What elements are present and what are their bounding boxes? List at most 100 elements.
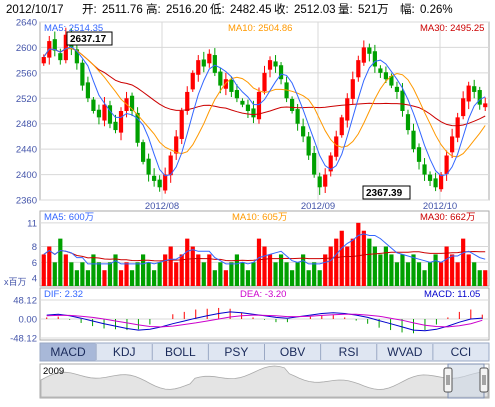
quote-open: 2511.76 bbox=[102, 4, 143, 16]
tab-boll[interactable]: BOLL bbox=[151, 344, 196, 360]
candle-body bbox=[416, 147, 422, 162]
volume-bar bbox=[91, 254, 96, 286]
volume-bar bbox=[245, 270, 251, 286]
volume-bar bbox=[196, 254, 201, 286]
macd-value-label: MACD: 11.05 bbox=[424, 289, 480, 300]
candle-body bbox=[262, 72, 267, 92]
volume-bar bbox=[63, 254, 68, 286]
candle-body bbox=[411, 130, 416, 150]
candle-body bbox=[455, 117, 460, 138]
candle-body bbox=[218, 71, 223, 86]
candle-body bbox=[245, 104, 251, 111]
candle-body bbox=[389, 76, 394, 86]
price-tick-label: 2360 bbox=[16, 196, 37, 207]
volume-bar bbox=[301, 254, 306, 286]
tab-cci[interactable]: CCI bbox=[432, 344, 472, 360]
volume-bar bbox=[461, 238, 466, 286]
candle-body bbox=[378, 68, 383, 73]
date-tick-label: 2012/09 bbox=[301, 201, 335, 212]
quote-low: 2482.45 bbox=[230, 4, 272, 16]
candle-body bbox=[350, 79, 355, 99]
navigator-right-handle[interactable] bbox=[479, 367, 489, 393]
candle-body bbox=[91, 99, 96, 111]
candle-body bbox=[157, 179, 162, 188]
candle-body bbox=[334, 136, 339, 157]
volume-bar bbox=[267, 254, 273, 286]
high-annotation-value: 2637.17 bbox=[70, 34, 107, 45]
macd-tick-label: -48.12 bbox=[10, 334, 37, 345]
price-tick-label: 2520 bbox=[16, 94, 37, 105]
tab-macd[interactable]: MACD bbox=[40, 343, 96, 361]
candle-body bbox=[466, 85, 471, 102]
volume-bar bbox=[334, 238, 339, 286]
date-tick-label: 2012/10 bbox=[423, 201, 457, 212]
quote-close-label: 收: bbox=[274, 2, 289, 16]
volume-bar bbox=[312, 262, 317, 286]
ma30-line bbox=[43, 47, 486, 127]
volume-tick-label: 8 bbox=[32, 242, 37, 253]
volume-bar bbox=[124, 262, 129, 286]
navigator-left-handle-grip[interactable] bbox=[443, 367, 453, 393]
candle-body bbox=[267, 60, 273, 70]
tab-obv[interactable]: OBV bbox=[264, 344, 306, 360]
candle-body bbox=[400, 90, 405, 111]
tab-wvad[interactable]: WVAD bbox=[376, 344, 423, 360]
volume-bar bbox=[389, 254, 394, 286]
candle-body bbox=[477, 90, 482, 105]
dea-line bbox=[46, 313, 483, 328]
tab-label: MACD bbox=[50, 345, 86, 359]
candle-body bbox=[438, 174, 444, 190]
quote-volume: 521万 bbox=[358, 4, 389, 16]
volume-bar bbox=[174, 262, 179, 286]
volume-bar bbox=[284, 262, 289, 286]
volume-bar bbox=[405, 262, 411, 286]
candle-body bbox=[422, 164, 427, 175]
navigator-left-handle[interactable] bbox=[443, 367, 453, 393]
volume-bar bbox=[433, 254, 438, 286]
tab-kdj[interactable]: KDJ bbox=[95, 344, 136, 360]
indicator-tab-bar: MACD KDJ BOLL PSY OBV RSI WVAD CCI bbox=[39, 342, 490, 362]
navigator-area bbox=[40, 365, 489, 398]
low-annotation-box bbox=[362, 185, 411, 200]
navigator-selection[interactable] bbox=[447, 363, 485, 399]
navigator-right-handle-grip[interactable] bbox=[479, 367, 489, 393]
candle-body bbox=[289, 98, 295, 111]
candle-body bbox=[256, 91, 262, 120]
volume-bar bbox=[47, 246, 52, 286]
tab-psy[interactable]: PSY bbox=[207, 344, 248, 360]
volume-bar bbox=[345, 246, 350, 286]
volume-bar bbox=[323, 254, 328, 286]
candle-body bbox=[113, 121, 118, 131]
price-tick-label: 2560 bbox=[16, 68, 37, 79]
candle-body bbox=[367, 47, 372, 54]
candle-body bbox=[273, 61, 278, 67]
macd-panel-frame bbox=[39, 287, 490, 341]
volume-bar bbox=[102, 270, 107, 286]
quote-close: 2512.03 bbox=[294, 4, 336, 16]
candle-body bbox=[212, 55, 217, 73]
volume-y-axis: 11 8 6 4 bbox=[27, 218, 37, 284]
tab-label: WVAD bbox=[387, 345, 422, 359]
price-tick-label: 2600 bbox=[16, 43, 37, 54]
volume-bar bbox=[107, 262, 113, 286]
candle-body bbox=[229, 79, 234, 92]
candle-body bbox=[74, 49, 79, 64]
tab-label: CCI bbox=[451, 345, 472, 359]
candle-body bbox=[361, 47, 366, 63]
volume-bar bbox=[383, 246, 389, 286]
volume-bar bbox=[157, 262, 162, 286]
candle-body bbox=[135, 112, 140, 143]
tab-rsi[interactable]: RSI bbox=[320, 344, 359, 360]
volume-bar bbox=[361, 230, 366, 286]
candle-body bbox=[85, 82, 91, 99]
quote-high: 2516.20 bbox=[166, 4, 208, 16]
volume-bar bbox=[455, 262, 460, 286]
candle-body bbox=[52, 39, 57, 51]
volume-bar bbox=[251, 262, 256, 286]
volume-bar bbox=[422, 270, 427, 286]
quote-high-label: 高: bbox=[146, 2, 161, 16]
price-ma5-label: MA5: 2514.35 bbox=[44, 23, 103, 34]
candle-body bbox=[234, 90, 240, 99]
volume-bar bbox=[472, 262, 477, 286]
candle-body bbox=[174, 136, 179, 154]
